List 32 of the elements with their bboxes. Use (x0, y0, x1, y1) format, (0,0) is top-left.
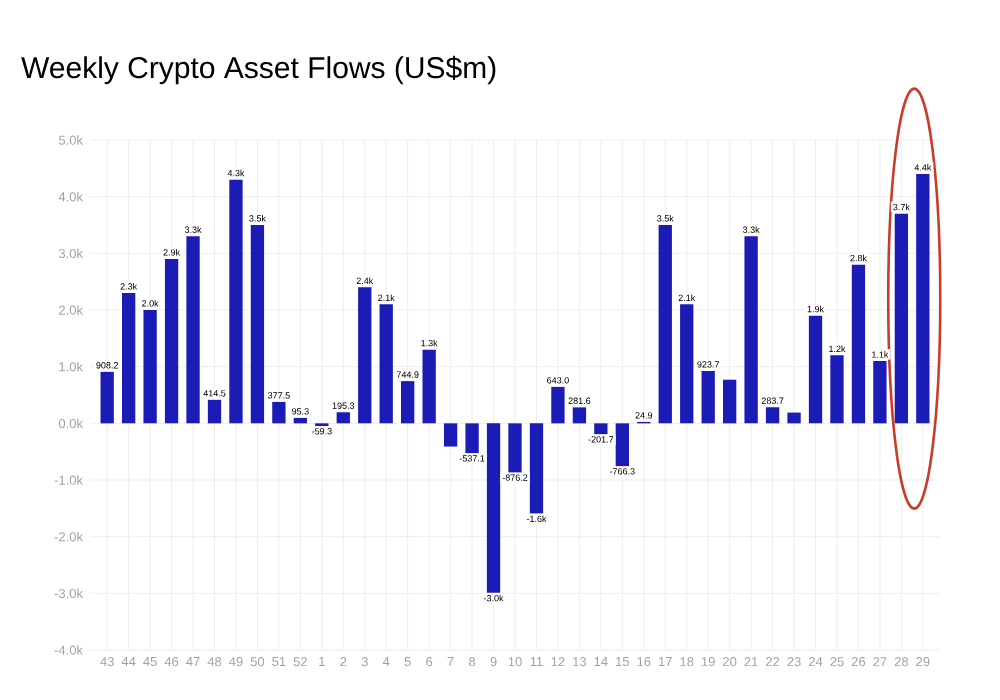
bar (529, 423, 544, 514)
bar (250, 225, 265, 424)
bar (680, 304, 694, 424)
chart-title: Weekly Crypto Asset Flows (US$m) (21, 55, 496, 85)
bar (336, 412, 350, 424)
bar (723, 379, 737, 424)
bar (658, 225, 672, 424)
bar (207, 399, 222, 424)
bar (422, 349, 436, 424)
bar (508, 423, 522, 473)
bar (787, 412, 801, 424)
bar (701, 370, 715, 424)
bar (851, 264, 866, 424)
bar (143, 310, 157, 424)
bar (358, 287, 372, 424)
bar (164, 259, 179, 424)
bar (551, 386, 565, 424)
bar (121, 293, 136, 424)
bar (765, 407, 780, 424)
bar (293, 417, 308, 424)
bar (572, 407, 587, 424)
bar (744, 236, 758, 424)
bar (186, 236, 200, 424)
bar (100, 371, 114, 424)
bar (401, 381, 415, 424)
bar (486, 423, 501, 594)
bar (443, 423, 458, 447)
bar (808, 315, 823, 424)
bar (830, 355, 844, 424)
bar (272, 401, 286, 424)
bar (229, 179, 243, 424)
bar (379, 304, 393, 424)
